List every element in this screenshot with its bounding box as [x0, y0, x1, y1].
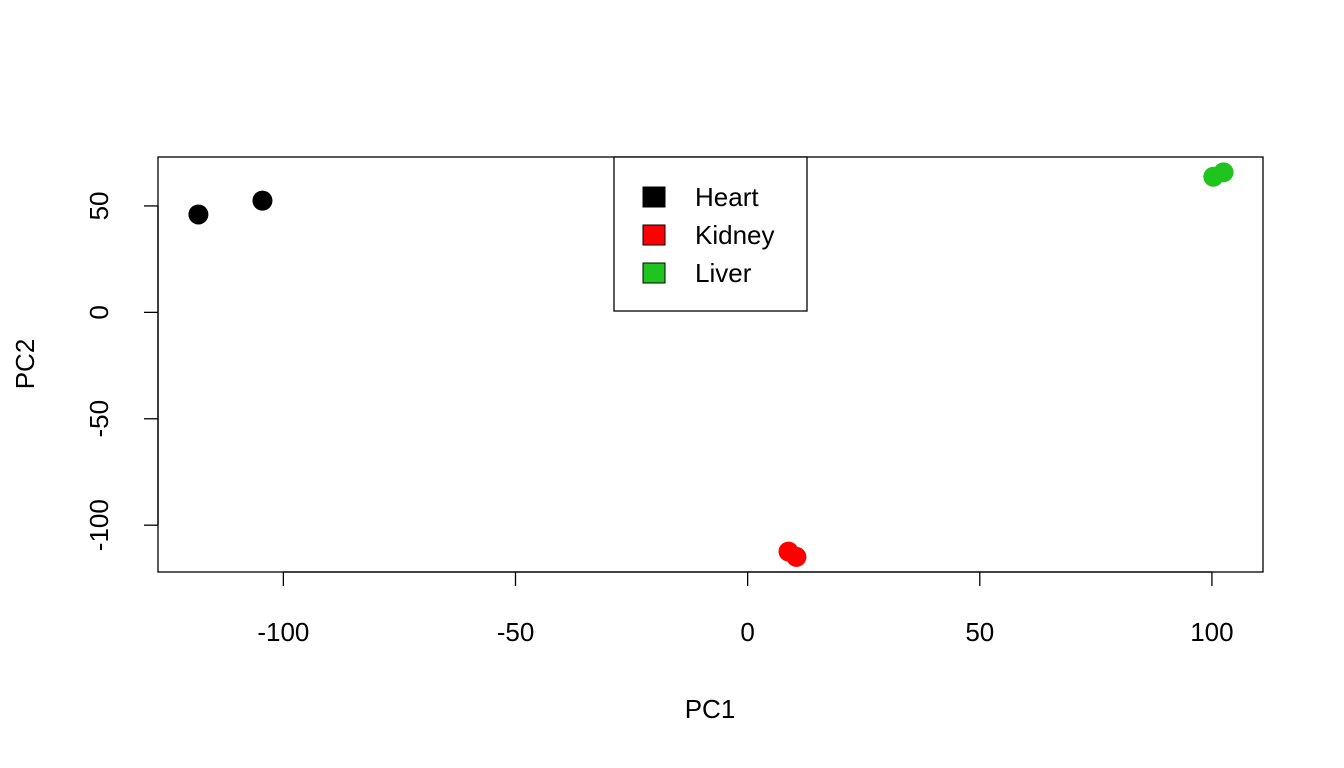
legend-label-kidney: Kidney: [695, 220, 775, 250]
x-tick-label: -100: [257, 617, 309, 647]
y-axis: -100 -50 0 50: [84, 191, 159, 551]
y-tick-label: 50: [84, 191, 114, 220]
x-axis-label: PC1: [685, 694, 736, 724]
point-kidney: [786, 546, 807, 567]
x-tick-label: 50: [965, 617, 994, 647]
legend: Heart Kidney Liver: [613, 156, 808, 312]
point-heart: [188, 204, 209, 225]
legend-label-liver: Liver: [695, 258, 752, 288]
y-tick-label: -50: [84, 400, 114, 438]
legend-swatch-kidney: [642, 224, 666, 246]
y-tick-label: -100: [84, 499, 114, 551]
y-tick-label: 0: [84, 305, 114, 319]
data-points: [188, 162, 1234, 567]
legend-label-heart: Heart: [695, 182, 759, 212]
y-axis-label: PC2: [10, 339, 40, 390]
legend-swatch-liver: [642, 262, 666, 284]
x-tick-label: -50: [497, 617, 535, 647]
point-heart: [252, 190, 273, 211]
legend-items: Heart Kidney Liver: [642, 182, 775, 288]
x-tick-label: 0: [740, 617, 754, 647]
x-tick-label: 100: [1190, 617, 1233, 647]
x-axis: -100 -50 0 50 100: [257, 571, 1234, 647]
legend-swatch-heart: [642, 186, 666, 208]
point-liver: [1213, 162, 1234, 183]
